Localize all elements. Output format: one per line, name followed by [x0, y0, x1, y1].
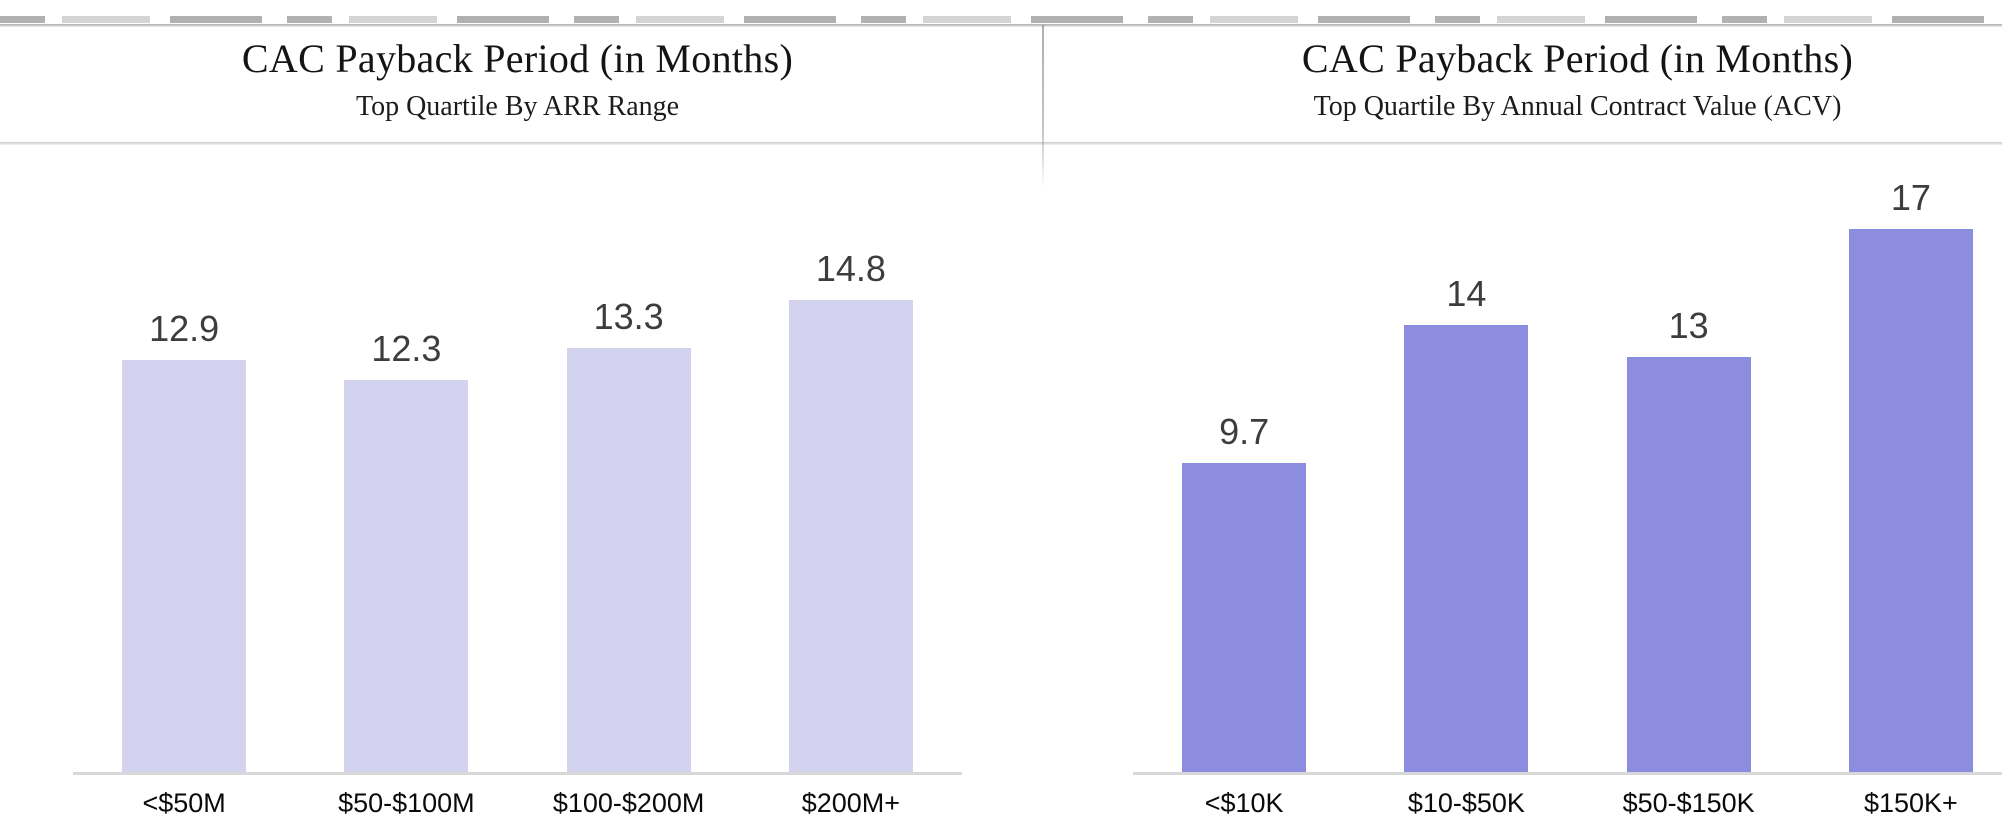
- plot-area: 9.7 14 13 17: [1133, 0, 2002, 774]
- bar-column: 14: [1355, 276, 1577, 774]
- chart-cac-payback-by-acv: CAC Payback Period (in Months) Top Quart…: [1133, 0, 2002, 838]
- bar-column: 17: [1800, 180, 2002, 774]
- x-axis-label: $50-$150K: [1622, 788, 1755, 818]
- chart-subtitle: Top Quartile By ARR Range: [355, 91, 680, 122]
- header-column-divider: [1042, 25, 1044, 190]
- bar-value-label: 14: [1446, 273, 1487, 315]
- bar: [1848, 229, 1973, 774]
- bar: [788, 299, 913, 774]
- x-axis-line: [1133, 772, 2002, 775]
- bar-value-label: 14.8: [815, 247, 886, 289]
- bar: [1626, 357, 1751, 774]
- bar: [566, 347, 691, 774]
- bar-value-label: 12.3: [371, 327, 442, 369]
- chart-subtitle: Top Quartile By Annual Contract Value (A…: [1313, 91, 1842, 122]
- bar-column: 12.3: [295, 327, 517, 774]
- bar-column: 13: [1578, 308, 1800, 774]
- bar-value-label: 17: [1890, 177, 1931, 218]
- x-axis-label: $150K+: [1863, 788, 1958, 818]
- chart-title: CAC Payback Period (in Months): [241, 36, 794, 81]
- bar-column: 9.7: [1133, 414, 1355, 774]
- header-bottom-rule: [0, 142, 2002, 145]
- x-axis-label: $50-$100M: [338, 788, 475, 818]
- bar: [344, 379, 469, 774]
- chart-cac-payback-by-arr-range: CAC Payback Period (in Months) Top Quart…: [73, 0, 962, 838]
- bar-value-label: 13: [1668, 305, 1709, 347]
- bar: [1404, 325, 1529, 774]
- bar: [122, 360, 247, 774]
- x-axis-label: $10-$50K: [1407, 788, 1525, 818]
- bar-column: 12.9: [73, 311, 295, 774]
- plot-area: 12.9 12.3 13.3 14.8: [73, 0, 962, 774]
- torn-paper-edge: [0, 16, 2002, 23]
- x-axis-label: <$10K: [1204, 788, 1284, 818]
- x-axis-labels: <$50M $50-$100M $100-$200M $200M+: [73, 788, 962, 819]
- x-axis-line: [73, 772, 962, 775]
- bar-value-label: 13.3: [593, 295, 664, 337]
- chart-title: CAC Payback Period (in Months): [1301, 36, 1854, 81]
- x-axis-label: $100-$200M: [552, 788, 705, 818]
- bar-column: 14.8: [740, 247, 962, 774]
- header-top-rule: [0, 24, 2002, 27]
- x-axis-labels: <$10K $10-$50K $50-$150K $150K+: [1133, 788, 2002, 819]
- bar-value-label: 12.9: [149, 308, 220, 350]
- x-axis-label: $200M+: [801, 788, 901, 818]
- bar-column: 13.3: [518, 295, 740, 774]
- bar-value-label: 9.7: [1219, 411, 1270, 452]
- x-axis-label: <$50M: [142, 788, 226, 818]
- bar: [1182, 463, 1307, 774]
